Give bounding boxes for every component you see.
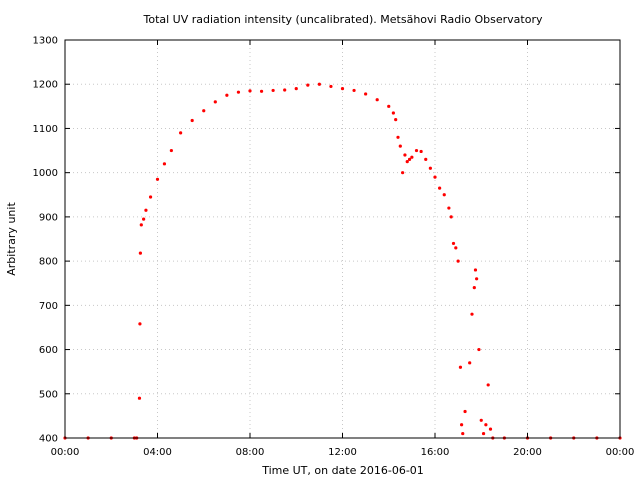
data-point xyxy=(155,177,160,181)
data-point xyxy=(428,166,432,170)
data-point xyxy=(479,418,483,422)
data-point xyxy=(236,90,241,94)
data-point xyxy=(463,409,467,414)
data-point xyxy=(139,223,143,227)
y-tick-label: 1300 xyxy=(33,36,58,47)
data-point xyxy=(398,144,402,148)
data-point xyxy=(137,396,142,400)
x-tick-labels: 00:00 04:00 08:00 12:00 16:00 20:00 00:00 xyxy=(51,447,635,458)
data-point xyxy=(447,206,451,210)
y-axis-label: Arbitrary unit xyxy=(5,202,18,276)
data-point xyxy=(407,157,412,161)
y-tick-label: 1200 xyxy=(33,80,58,91)
x-axis-label: Time UT, on date 2016-06-01 xyxy=(261,464,424,477)
plot-frame xyxy=(64,39,621,439)
data-point xyxy=(306,83,310,87)
y-tick-label: 500 xyxy=(39,389,58,400)
data-point xyxy=(410,155,414,159)
data-point xyxy=(394,118,398,122)
x-tick-label: 16:00 xyxy=(421,447,450,458)
data-point xyxy=(317,82,321,86)
data-point xyxy=(259,89,264,93)
data-point xyxy=(484,423,488,427)
data-point xyxy=(162,162,167,166)
x-tick-label: 20:00 xyxy=(513,447,542,458)
data-point xyxy=(248,89,252,93)
data-point xyxy=(473,268,478,272)
data-point xyxy=(225,93,229,97)
data-point xyxy=(375,98,379,102)
data-point xyxy=(403,153,407,157)
x-tick-label: 00:00 xyxy=(606,447,635,458)
data-point xyxy=(459,423,464,427)
data-point xyxy=(475,277,479,281)
data-point xyxy=(294,87,298,91)
x-tick-label: 04:00 xyxy=(143,447,172,458)
data-point xyxy=(391,111,395,115)
data-point xyxy=(396,135,400,139)
y-tick-label: 400 xyxy=(39,434,58,445)
data-point xyxy=(169,148,173,153)
data-point xyxy=(202,109,206,113)
data-point xyxy=(387,104,391,108)
x-tick-label: 00:00 xyxy=(51,447,80,458)
grid xyxy=(65,40,620,438)
y-tick-label: 1100 xyxy=(33,124,58,135)
x-tick-label: 12:00 xyxy=(328,447,357,458)
x-tick-label: 08:00 xyxy=(236,447,265,458)
y-tick-labels: 400 500 600 700 800 900 1000 1100 1200 1300 xyxy=(33,36,58,445)
y-tick-label: 800 xyxy=(39,257,58,268)
y-tick-label: 700 xyxy=(39,301,58,312)
data-point xyxy=(138,251,142,255)
data-point xyxy=(458,365,463,369)
data-point xyxy=(470,312,474,316)
data-point xyxy=(424,157,428,161)
data-point xyxy=(419,149,423,154)
data-point xyxy=(190,118,194,123)
data-point xyxy=(481,431,486,436)
data-point xyxy=(461,431,465,436)
data-point xyxy=(142,217,146,221)
data-point xyxy=(148,195,153,199)
data-point xyxy=(213,100,217,104)
data-point xyxy=(468,361,472,365)
data-point xyxy=(488,427,493,431)
data-point xyxy=(433,175,437,179)
data-point xyxy=(138,322,142,326)
data-point xyxy=(438,186,442,190)
data-point xyxy=(405,160,409,164)
data-point xyxy=(144,208,148,212)
data-point xyxy=(352,88,356,93)
data-point xyxy=(454,246,458,250)
data-point xyxy=(179,131,183,135)
data-point xyxy=(477,347,481,352)
data-point xyxy=(486,383,490,387)
axis-ticks xyxy=(64,39,621,439)
data-point xyxy=(449,215,453,219)
data-point xyxy=(414,148,419,153)
y-tick-label: 900 xyxy=(39,212,58,223)
data-point xyxy=(456,259,460,263)
data-point xyxy=(283,88,287,92)
data-point xyxy=(329,84,333,89)
data-point xyxy=(271,88,275,93)
y-tick-label: 1000 xyxy=(33,168,58,179)
data-point xyxy=(340,87,345,91)
chart-title: Total UV radiation intensity (uncalibrat… xyxy=(143,13,543,26)
data-point xyxy=(472,286,476,290)
y-tick-label: 600 xyxy=(39,345,58,356)
data-point xyxy=(442,193,446,197)
data-point xyxy=(364,92,368,96)
data-point xyxy=(451,241,456,246)
data-point xyxy=(401,171,405,175)
